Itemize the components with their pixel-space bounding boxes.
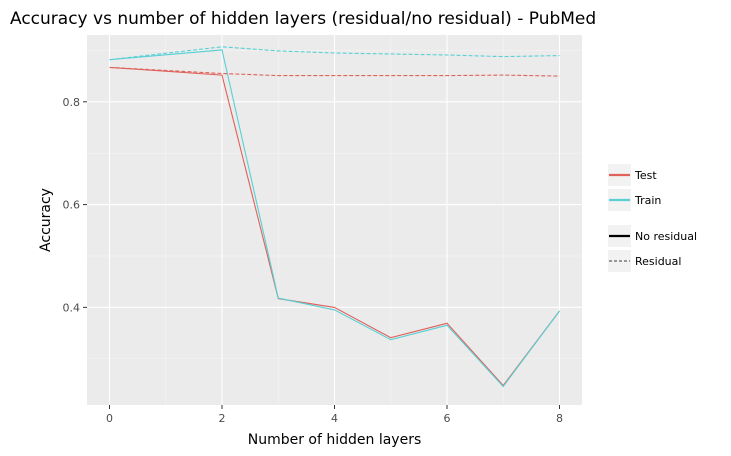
legend: Test Train No residual Residual <box>608 164 697 272</box>
series-line-test-no-residual <box>109 66 560 387</box>
x-tick-label: 2 <box>219 412 226 425</box>
y-tick-label: 0.8 <box>63 96 81 109</box>
x-tick-label: 6 <box>444 412 451 425</box>
legend-label-test: Test <box>634 169 657 182</box>
series-line-train-no-residual <box>109 49 560 388</box>
legend-label-no-residual: No residual <box>635 230 697 243</box>
x-axis: 0 2 4 6 8 <box>106 405 563 425</box>
chart-title: Accuracy vs number of hidden layers (res… <box>10 9 596 29</box>
x-tick-label: 4 <box>331 412 338 425</box>
legend-label-residual: Residual <box>635 255 681 268</box>
series-line-test-residual <box>109 66 560 77</box>
x-tick-label: 0 <box>106 412 113 425</box>
x-tick-label: 8 <box>556 412 563 425</box>
series-line-train-residual <box>109 46 560 61</box>
legend-label-train: Train <box>634 194 661 207</box>
y-axis: 0.4 0.6 0.8 <box>63 96 87 314</box>
y-tick-label: 0.6 <box>63 199 81 212</box>
x-axis-title: Number of hidden layers <box>248 432 422 448</box>
y-tick-label: 0.4 <box>63 301 81 314</box>
y-axis-title: Accuracy <box>38 188 54 252</box>
series-layer <box>109 46 560 388</box>
